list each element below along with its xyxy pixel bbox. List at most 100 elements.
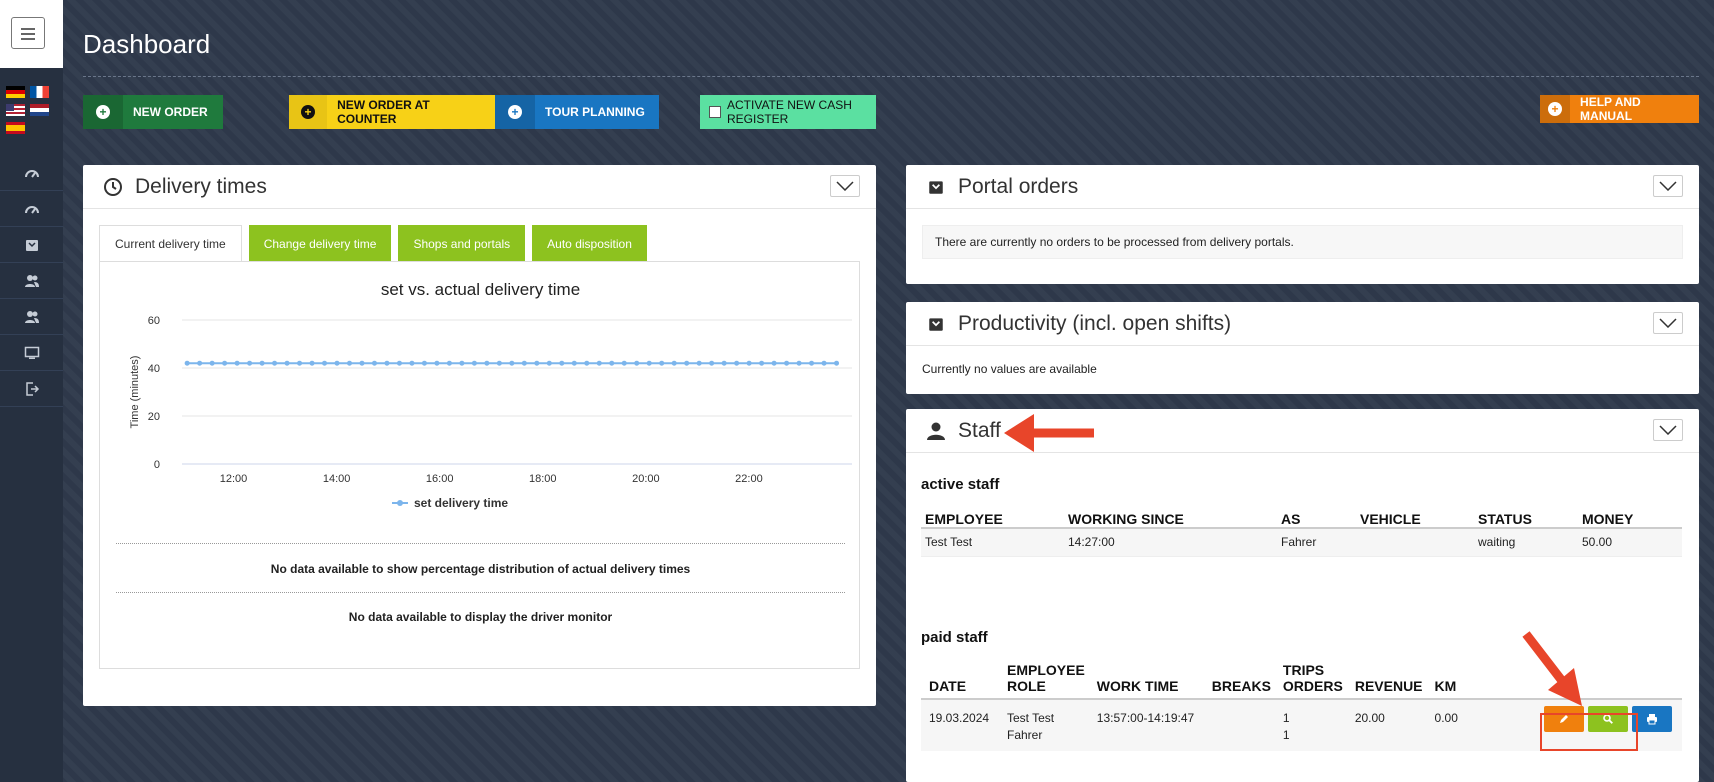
paid-staff-title: paid staff: [921, 629, 988, 646]
dashboard-icon: [24, 169, 39, 178]
column-header: REVENUE: [1346, 657, 1427, 700]
edit-button[interactable]: [1544, 706, 1584, 732]
data-point: [421, 360, 427, 366]
delivery-tabs: Current delivery time Change delivery ti…: [99, 225, 654, 262]
column-header: STATUS: [1474, 506, 1578, 529]
staff-panel: Staff active staff EMPLOYEE WORKING SINC…: [906, 409, 1699, 782]
activate-cash-label: ACTIVATE NEW CASH REGISTER: [727, 98, 852, 126]
pencil-icon: [1560, 715, 1568, 723]
y-tick-label: 60: [148, 315, 160, 327]
arrow-left-annotation-icon: [1004, 414, 1094, 452]
cell-employee-role: Test Test Fahrer: [999, 699, 1089, 751]
help-manual-button[interactable]: + HELP AND MANUAL: [1540, 95, 1699, 123]
staff-panel-title: Staff: [958, 418, 1001, 442]
flag-de-icon[interactable]: [6, 86, 25, 98]
flag-nl-icon[interactable]: [30, 104, 49, 116]
productivity-message: Currently no values are available: [922, 362, 1097, 376]
staff-collapse-button[interactable]: [1653, 419, 1683, 441]
data-point: [646, 360, 652, 366]
cell-money: 50.00: [1578, 528, 1682, 557]
sidebar-item-staff-2[interactable]: [0, 299, 63, 335]
flag-es-icon[interactable]: [6, 122, 25, 134]
new-order-counter-label: NEW ORDER AT COUNTER: [337, 98, 430, 126]
data-point: [821, 360, 827, 366]
table-row: Test Test 14:27:00 Fahrer waiting 50.00: [921, 528, 1682, 557]
sidebar: [0, 0, 63, 782]
tab-auto-disposition[interactable]: Auto disposition: [532, 225, 647, 262]
data-point: [671, 360, 677, 366]
flag-us-icon[interactable]: [6, 104, 25, 116]
data-point: [759, 360, 765, 366]
activate-cash-checkbox[interactable]: [709, 106, 721, 118]
data-point: [796, 360, 802, 366]
sidebar-item-monitor[interactable]: [0, 335, 63, 371]
tab-shops-and-portals[interactable]: Shops and portals: [398, 225, 526, 262]
data-point: [234, 360, 240, 366]
divider-line: [116, 592, 845, 593]
portal-icon: [926, 314, 946, 334]
portal-collapse-button[interactable]: [1653, 175, 1683, 197]
new-order-counter-button[interactable]: + NEW ORDER AT COUNTER: [289, 95, 495, 129]
data-point: [684, 360, 690, 366]
sidebar-item-logout[interactable]: [0, 371, 63, 407]
data-point: [634, 360, 640, 366]
chevron-down-icon: [1659, 181, 1677, 191]
data-point: [546, 360, 552, 366]
active-staff-table: EMPLOYEE WORKING SINCE AS VEHICLE STATUS…: [921, 506, 1682, 557]
tab-current-delivery-time[interactable]: Current delivery time: [99, 225, 242, 262]
y-tick-label: 0: [154, 459, 160, 471]
delivery-chart: 0 20 40 60 12:00 14:00 16:00 18:00 20:00 22:00 Tim…: [129, 315, 852, 510]
clock-icon: [103, 177, 123, 197]
logout-icon: [25, 381, 39, 396]
x-tick-label: 20:00: [632, 473, 660, 485]
hamburger-menu-icon[interactable]: [11, 17, 45, 49]
monitor-icon: [24, 346, 39, 359]
data-point: [771, 360, 777, 366]
cell-employee: Test Test: [1007, 711, 1055, 725]
tour-planning-button[interactable]: + TOUR PLANNING: [495, 95, 659, 129]
sidebar-item-dashboard[interactable]: [0, 155, 63, 191]
data-point: [521, 360, 527, 366]
tab-change-delivery-time[interactable]: Change delivery time: [248, 225, 392, 262]
sidebar-item-staff[interactable]: [0, 263, 63, 299]
data-point: [809, 360, 815, 366]
portal-icon: [926, 177, 946, 197]
x-tick-label: 14:00: [323, 473, 351, 485]
cell-as: Fahrer: [1277, 528, 1356, 557]
view-button[interactable]: [1588, 706, 1628, 732]
column-header-line: EMPLOYEE: [1007, 662, 1085, 678]
data-point: [471, 360, 477, 366]
delivery-panel-header: Delivery times: [83, 165, 876, 209]
new-order-button[interactable]: + NEW ORDER: [83, 95, 223, 129]
data-point: [446, 360, 452, 366]
activate-cash-register-button[interactable]: ACTIVATE NEW CASH REGISTER: [700, 95, 876, 129]
delivery-collapse-button[interactable]: [830, 175, 860, 197]
print-icon: [1647, 714, 1657, 725]
chevron-down-icon: [836, 181, 854, 191]
help-manual-label: HELP AND MANUAL: [1580, 95, 1641, 123]
delivery-times-panel: Delivery times Current delivery time Cha…: [83, 165, 876, 706]
column-header-line: TRIPS: [1282, 662, 1325, 678]
column-header: TRIPS ORDERS: [1274, 657, 1347, 700]
data-point: [559, 360, 565, 366]
column-header: BREAKS: [1203, 657, 1275, 700]
print-button[interactable]: [1632, 706, 1672, 732]
data-point: [784, 360, 790, 366]
highlight-box: [1540, 713, 1638, 751]
sidebar-nav: [0, 155, 63, 407]
sidebar-item-dashboard-2[interactable]: [0, 191, 63, 227]
menu-toggle-area: [0, 0, 63, 68]
sidebar-item-portal[interactable]: [0, 227, 63, 263]
data-point: [621, 360, 627, 366]
data-point: [746, 360, 752, 366]
cell-breaks: [1203, 699, 1275, 751]
staff-icon: [24, 274, 39, 287]
flag-fr-icon[interactable]: [30, 86, 49, 98]
cell-employee: Test Test: [921, 528, 1064, 557]
data-point: [359, 360, 365, 366]
legend-label: set delivery time: [414, 496, 508, 510]
data-point: [534, 360, 540, 366]
data-point: [696, 360, 702, 366]
productivity-collapse-button[interactable]: [1653, 312, 1683, 334]
